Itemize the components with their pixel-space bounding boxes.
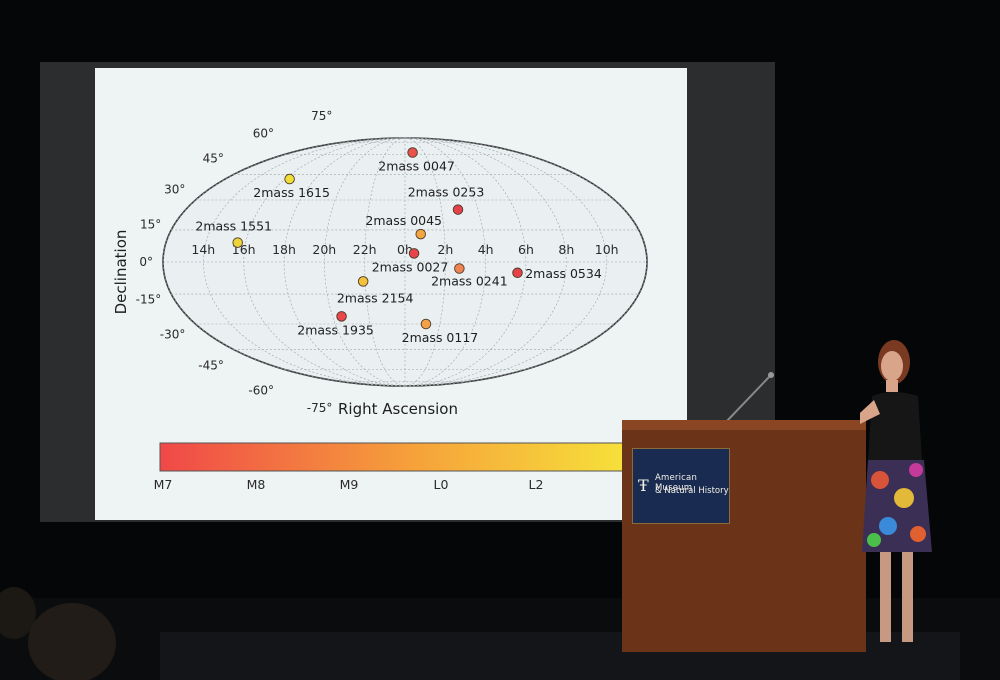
meridian-line xyxy=(364,137,406,387)
colorbar-tick-label: L2 xyxy=(529,477,544,492)
ra-tick-label: 10h xyxy=(595,242,619,257)
meridian-line xyxy=(323,137,406,387)
dec-tick-label: 60° xyxy=(253,127,274,141)
ra-tick-labels: 14h 16h 18h 20h 22h 0h 2h 4h 6h 8h 10h xyxy=(191,242,618,257)
point-label: 2mass 1615 xyxy=(253,185,330,200)
colorbar-tick-label: L0 xyxy=(434,477,449,492)
point-label: 2mass 0045 xyxy=(365,213,442,228)
colorbar-tick-label: M8 xyxy=(247,477,266,492)
point-label: 2mass 1551 xyxy=(195,219,272,234)
meridian-line xyxy=(202,137,406,387)
dec-tick-label: -45° xyxy=(198,358,224,372)
point-label: 2mass 2154 xyxy=(337,290,414,305)
point-label: 2mass 0027 xyxy=(372,259,449,274)
sign-line-2: & Natural History xyxy=(655,486,729,496)
data-point xyxy=(407,147,418,158)
meridian-line xyxy=(283,137,406,387)
data-point xyxy=(512,267,523,279)
dec-tick-label: 0° xyxy=(139,255,153,269)
y-axis-label: Declination xyxy=(112,230,130,315)
ra-tick-label: 2h xyxy=(437,242,453,257)
point-label: 2mass 0047 xyxy=(378,159,455,174)
colorbar xyxy=(159,442,631,472)
dec-tick-labels: 75° 60° 45° 30° 15° 0° -15° -30° -45° -60° -75° xyxy=(136,109,333,415)
audience-heads xyxy=(0,587,116,680)
ra-tick-label: 8h xyxy=(558,242,574,257)
meridian-line xyxy=(404,137,567,387)
meridian-line xyxy=(243,137,406,387)
dec-tick-label: 75° xyxy=(311,109,332,123)
museum-logo: Ŧ xyxy=(638,476,649,495)
data-point xyxy=(454,263,465,274)
data-points: 2mass 0047 2mass 1615 2mass 0253 2mass 0045… xyxy=(195,147,602,345)
meridian-line xyxy=(404,137,446,387)
dec-tick-label: -60° xyxy=(248,383,274,397)
point-label: 2mass 0534 xyxy=(525,266,602,281)
point-label: 2mass 0253 xyxy=(408,185,485,200)
data-point xyxy=(357,276,369,287)
dec-tick-label: -15° xyxy=(136,292,162,306)
dec-tick-label: -30° xyxy=(160,328,186,342)
meridian-line xyxy=(404,137,487,387)
dec-tick-label: 45° xyxy=(203,152,224,166)
data-point xyxy=(420,318,432,330)
ra-tick-label: 18h xyxy=(272,242,296,257)
ra-tick-label: 14h xyxy=(191,242,215,257)
x-axis-label: Right Ascension xyxy=(338,400,458,418)
point-label: 2mass 0117 xyxy=(402,330,479,345)
coordinate-grid xyxy=(162,137,648,387)
dec-tick-label: 15° xyxy=(140,218,161,232)
point-label: 2mass 0241 xyxy=(431,273,508,288)
colorbar-tick-label: M9 xyxy=(340,477,359,492)
museum-sign: Ŧ American Museum & Natural History xyxy=(632,448,730,524)
point-label: 2mass 1935 xyxy=(297,322,374,337)
data-point xyxy=(452,204,464,215)
ra-tick-label: 6h xyxy=(518,242,534,257)
data-point xyxy=(415,228,426,240)
ra-tick-label: 4h xyxy=(478,242,494,257)
dec-tick-label: 30° xyxy=(164,183,185,197)
data-point xyxy=(232,237,243,248)
microphone xyxy=(725,372,774,423)
sign-line-1: American Museum xyxy=(655,473,698,493)
speaker-silhouette xyxy=(860,340,932,642)
meridian-line xyxy=(404,137,608,387)
colorbar-labels: M7 M8 M9 L0 L2 xyxy=(154,477,544,492)
data-point xyxy=(284,173,295,185)
ra-tick-label: 20h xyxy=(312,242,336,257)
dec-tick-label: -75° xyxy=(307,401,333,415)
ra-tick-label: 22h xyxy=(353,242,377,257)
meridian-line xyxy=(404,137,527,387)
colorbar-tick-label: M7 xyxy=(154,477,173,492)
data-point xyxy=(336,311,347,322)
data-point xyxy=(408,248,420,259)
